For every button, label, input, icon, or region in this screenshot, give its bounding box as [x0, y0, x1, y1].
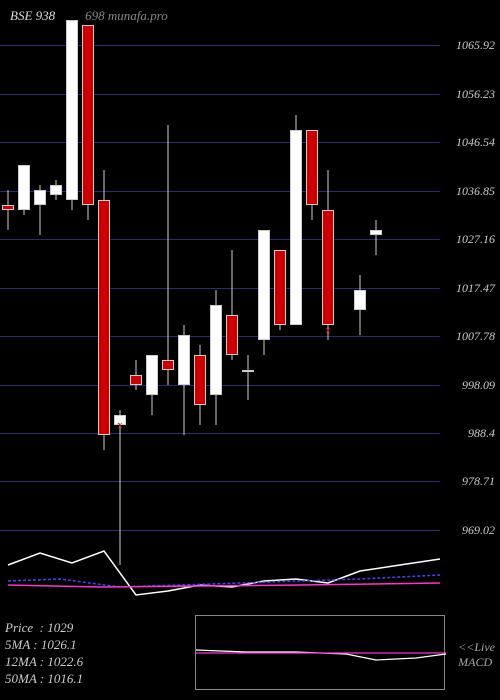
candle	[194, 345, 206, 425]
y-axis-label: 1027.16	[456, 232, 495, 247]
y-axis-label: 1007.78	[456, 329, 495, 344]
y-axis-label: 1036.85	[456, 184, 495, 199]
candle	[178, 325, 190, 435]
candle	[2, 190, 14, 230]
indicator-panel	[0, 545, 500, 615]
y-axis-label: 969.02	[462, 523, 495, 538]
candlestick-chart: BSE 938 698 munafa.pro 1065.921056.23104…	[0, 0, 500, 700]
candle	[274, 250, 286, 330]
candle	[370, 220, 382, 255]
info-50ma: 50MA : 1016.1	[5, 671, 83, 688]
gridline	[0, 288, 440, 289]
candle	[50, 180, 62, 200]
gridline	[0, 433, 440, 434]
candle	[98, 170, 110, 450]
y-axis-label: 978.71	[462, 474, 495, 489]
candle	[322, 170, 334, 340]
candles-area: xx	[0, 0, 440, 580]
gridline	[0, 481, 440, 482]
info-5ma: 5MA : 1026.1	[5, 637, 83, 654]
candle	[146, 355, 158, 415]
candle	[354, 275, 366, 335]
info-12ma: 12MA : 1022.6	[5, 654, 83, 671]
macd-lines	[196, 616, 446, 691]
y-axis: 1065.92 1056.23 1046.54 1036.85 1027.16 1017.…	[440, 0, 495, 580]
y-axis-label: 1046.54	[456, 135, 495, 150]
y-axis-label: 998.09	[462, 378, 495, 393]
y-axis-label: 1065.92	[456, 38, 495, 53]
macd-label: <<Live MACD	[458, 640, 495, 670]
candle	[210, 290, 222, 425]
macd-inset	[195, 615, 445, 690]
candle	[34, 185, 46, 235]
y-axis-label: 1056.23	[456, 87, 495, 102]
candle	[226, 250, 238, 360]
candle	[18, 165, 30, 215]
marker: x	[325, 324, 331, 336]
candle	[290, 115, 302, 325]
info-price: Price : 1029	[5, 620, 83, 637]
candle	[258, 230, 270, 355]
gridline	[0, 530, 440, 531]
candle	[306, 130, 318, 220]
price-info-box: Price : 1029 5MA : 1026.1 12MA : 1022.6 …	[5, 620, 83, 688]
candle	[82, 25, 94, 220]
candle	[114, 410, 126, 565]
candle	[66, 20, 78, 210]
y-axis-label: 988.4	[468, 426, 495, 441]
indicator-lines	[0, 545, 500, 615]
y-axis-label: 1017.47	[456, 281, 495, 296]
candle	[130, 360, 142, 390]
candle	[162, 125, 174, 385]
candle	[242, 355, 254, 400]
marker: x	[117, 419, 123, 431]
